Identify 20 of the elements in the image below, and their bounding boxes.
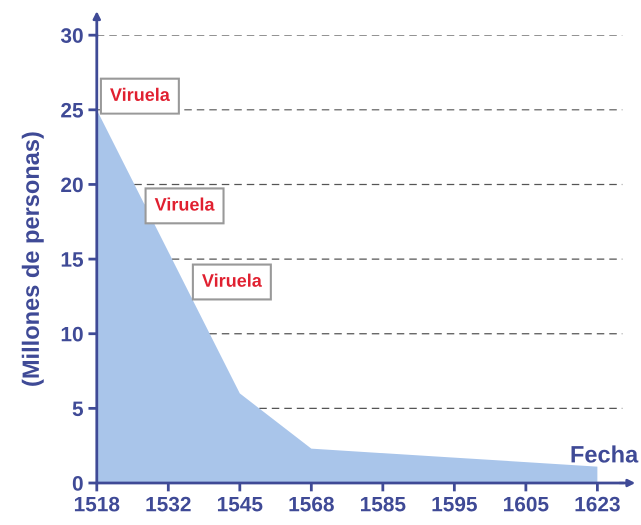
annotation: Viruela [154, 197, 215, 211]
x-tick-label: 1623 [576, 496, 620, 512]
y-tick-label: 20 [61, 177, 83, 192]
y-tick-label: 25 [61, 102, 84, 118]
x-axis-title: Fecha [572, 445, 638, 463]
annotation: Viruela [202, 274, 262, 287]
y-tick-label: 10 [62, 326, 83, 342]
x-tick-label: 1568 [289, 496, 334, 512]
y-tick-label: 15 [62, 252, 84, 267]
annotation: Viruela [110, 88, 170, 102]
x-tick-label: 1605 [504, 496, 548, 512]
y-tick-label: 0 [72, 476, 83, 491]
x-tick-label: 1595 [432, 496, 477, 512]
x-tick-label: 1585 [360, 496, 406, 512]
x-tick-label: 1532 [146, 496, 191, 512]
x-tick-label: 1518 [74, 496, 120, 512]
y-axis-title: (Millones de personas) [22, 132, 44, 386]
y-tick-label: 30 [60, 28, 83, 43]
y-tick-label: 5 [72, 402, 84, 416]
x-tick-label: 1545 [218, 496, 262, 512]
